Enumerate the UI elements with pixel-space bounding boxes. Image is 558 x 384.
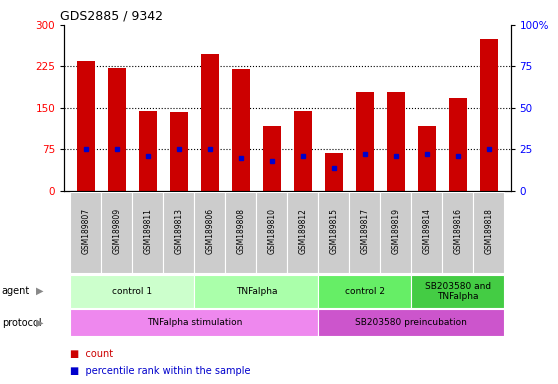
- Bar: [411, 275, 504, 308]
- Bar: [225, 192, 256, 273]
- Bar: [170, 112, 188, 191]
- Text: GSM189814: GSM189814: [422, 208, 431, 254]
- Bar: [232, 69, 250, 191]
- Bar: [108, 68, 126, 191]
- Text: GSM189819: GSM189819: [391, 208, 401, 254]
- Text: SB203580 and
TNFalpha: SB203580 and TNFalpha: [425, 281, 491, 301]
- Bar: [479, 39, 498, 191]
- Bar: [442, 192, 473, 273]
- Bar: [102, 192, 132, 273]
- Text: ▶: ▶: [36, 318, 44, 328]
- Bar: [256, 192, 287, 273]
- Bar: [449, 98, 467, 191]
- Bar: [200, 54, 219, 191]
- Text: GSM189808: GSM189808: [237, 208, 246, 254]
- Text: GSM189813: GSM189813: [174, 208, 184, 254]
- Bar: [70, 275, 194, 308]
- Text: protocol: protocol: [2, 318, 41, 328]
- Bar: [132, 192, 163, 273]
- Text: ■  percentile rank within the sample: ■ percentile rank within the sample: [70, 366, 250, 376]
- Bar: [417, 126, 436, 191]
- Bar: [70, 192, 102, 273]
- Text: GSM189815: GSM189815: [329, 208, 338, 254]
- Bar: [381, 192, 411, 273]
- Bar: [325, 153, 343, 191]
- Bar: [319, 192, 349, 273]
- Text: GSM189818: GSM189818: [484, 208, 493, 254]
- Bar: [76, 61, 95, 191]
- Text: SB203580 preincubation: SB203580 preincubation: [355, 318, 467, 327]
- Bar: [138, 111, 157, 191]
- Text: ■  count: ■ count: [70, 349, 113, 359]
- Text: GSM189807: GSM189807: [81, 208, 90, 254]
- Text: TNFalpha stimulation: TNFalpha stimulation: [147, 318, 242, 327]
- Bar: [387, 93, 405, 191]
- Text: GSM189816: GSM189816: [453, 208, 463, 254]
- Text: ▶: ▶: [36, 286, 44, 296]
- Bar: [194, 192, 225, 273]
- Text: agent: agent: [2, 286, 30, 296]
- Text: GSM189812: GSM189812: [299, 208, 307, 254]
- Text: GSM189810: GSM189810: [267, 208, 276, 254]
- Bar: [194, 275, 319, 308]
- Bar: [349, 192, 381, 273]
- Text: GSM189809: GSM189809: [112, 208, 122, 254]
- Bar: [411, 192, 442, 273]
- Text: GSM189817: GSM189817: [360, 208, 369, 254]
- Bar: [319, 275, 411, 308]
- Bar: [473, 192, 504, 273]
- Bar: [287, 192, 319, 273]
- Text: GSM189811: GSM189811: [143, 208, 152, 254]
- Text: control 1: control 1: [112, 287, 152, 296]
- Bar: [163, 192, 194, 273]
- Text: GSM189806: GSM189806: [205, 208, 214, 254]
- Text: TNFalpha: TNFalpha: [235, 287, 277, 296]
- Bar: [319, 309, 504, 336]
- Bar: [263, 126, 281, 191]
- Bar: [294, 111, 312, 191]
- Text: control 2: control 2: [345, 287, 385, 296]
- Text: GDS2885 / 9342: GDS2885 / 9342: [60, 9, 163, 22]
- Bar: [70, 309, 319, 336]
- Bar: [355, 93, 374, 191]
